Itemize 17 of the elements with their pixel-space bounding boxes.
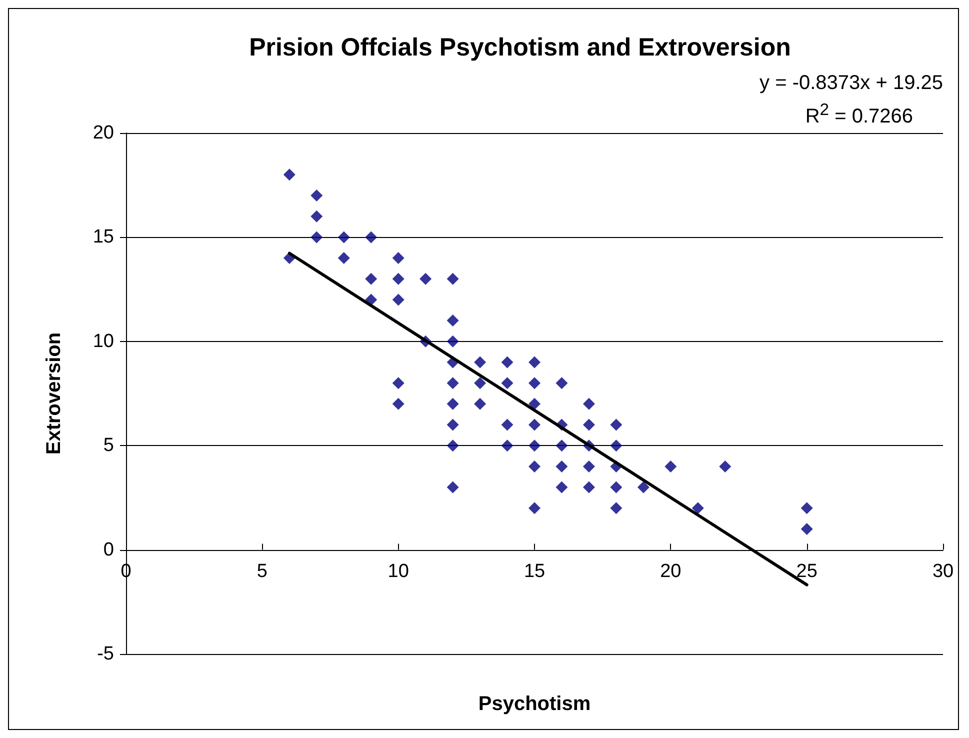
- y-tick-label: 5: [103, 435, 114, 456]
- x-tick-label: 5: [256, 560, 268, 582]
- x-tick-label: 25: [796, 560, 818, 582]
- chart-title: Prision Offcials Psychotism and Extroversion: [249, 34, 791, 62]
- y-tick-label: 0: [103, 539, 114, 560]
- x-tick-label: 30: [932, 560, 954, 582]
- y-tick-label: 15: [92, 226, 114, 248]
- x-axis-title: Psychotism: [478, 693, 591, 715]
- y-tick-label: 10: [92, 330, 114, 352]
- text: R$^{2}$ = 0.7266: [805, 100, 913, 129]
- text: y = -0.8373x + 19.25: [760, 72, 943, 95]
- y-axis-title: Extroversion: [43, 332, 65, 455]
- x-tick-label: 10: [388, 560, 409, 582]
- x-tick-label: 20: [660, 560, 682, 582]
- y-tick-label: -5: [97, 644, 114, 664]
- y-tick-label: 20: [92, 122, 114, 144]
- x-tick-label: 15: [524, 560, 546, 582]
